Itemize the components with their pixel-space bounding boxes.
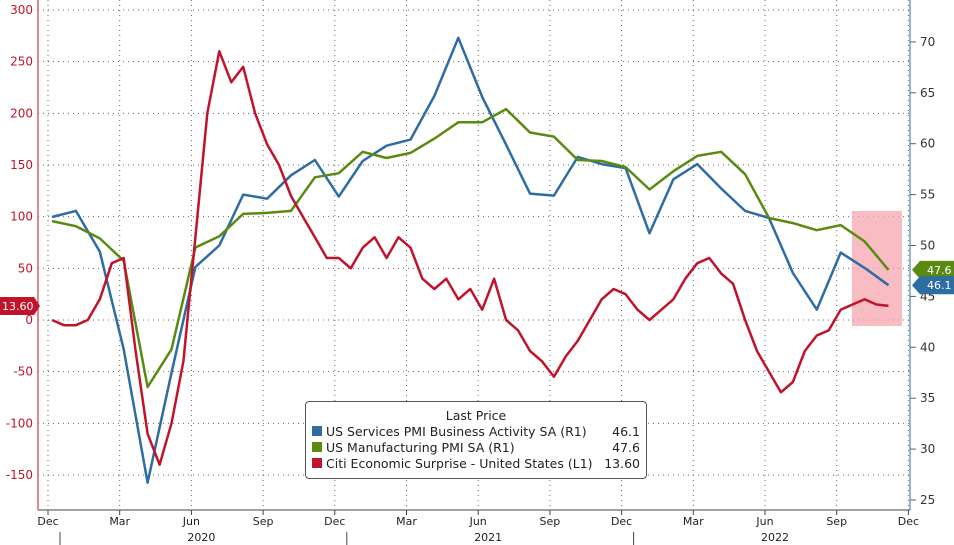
x-year-label: 2021 bbox=[474, 531, 502, 544]
right-tick-label: 40 bbox=[920, 340, 935, 354]
x-tick-label: Sep bbox=[826, 515, 847, 528]
series-line-2 bbox=[51, 50, 889, 466]
left-tick-label: 300 bbox=[10, 3, 33, 17]
last-value-tag-services: 46.1 bbox=[927, 279, 952, 292]
right-tick-label: 55 bbox=[920, 188, 935, 202]
x-tick-label: Dec bbox=[37, 515, 58, 528]
left-tick-label: -50 bbox=[13, 365, 33, 379]
x-tick-label: Jun bbox=[182, 515, 200, 528]
left-tick-label: -150 bbox=[6, 468, 33, 482]
left-tick-label: 100 bbox=[10, 210, 33, 224]
highlight-box bbox=[852, 211, 902, 326]
last-value-tag-citi-bg bbox=[0, 296, 40, 315]
legend-swatch bbox=[312, 426, 322, 436]
right-tick-label: 65 bbox=[920, 86, 935, 100]
right-tick-label: 30 bbox=[920, 442, 935, 456]
x-year-label: 2020 bbox=[187, 531, 215, 544]
right-tick-label: 50 bbox=[920, 239, 935, 253]
left-tick-label: 50 bbox=[18, 261, 33, 275]
x-tick-label: Jun bbox=[755, 515, 773, 528]
x-tick-label: Dec bbox=[324, 515, 345, 528]
left-tick-label: -100 bbox=[6, 416, 33, 430]
right-tick-label: 25 bbox=[920, 493, 935, 507]
legend-label: US Services PMI Business Activity SA (R1… bbox=[326, 423, 587, 439]
x-tick-label: Sep bbox=[540, 515, 561, 528]
legend-entry-manufacturing: US Manufacturing PMI SA (R1) 47.6 bbox=[306, 439, 646, 455]
legend-value: 47.6 bbox=[612, 439, 640, 455]
legend: Last Price US Services PMI Business Acti… bbox=[305, 401, 647, 479]
x-tick-label: Sep bbox=[253, 515, 274, 528]
legend-label: Citi Economic Surprise - United States (… bbox=[326, 455, 593, 471]
x-tick-label: Mar bbox=[396, 515, 417, 528]
legend-label: US Manufacturing PMI SA (R1) bbox=[326, 439, 515, 455]
legend-value: 13.60 bbox=[604, 455, 640, 471]
right-tick-label: 35 bbox=[920, 391, 935, 405]
x-tick-label: Jun bbox=[469, 515, 487, 528]
legend-swatch bbox=[312, 458, 322, 468]
x-year-label: 2022 bbox=[761, 531, 789, 544]
last-value-tag-services-bg bbox=[912, 276, 954, 295]
series-line-1 bbox=[51, 107, 890, 389]
last-value-tag-citi: 13.60 bbox=[2, 300, 34, 313]
legend-value: 46.1 bbox=[612, 423, 640, 439]
x-tick-label: Dec bbox=[611, 515, 632, 528]
left-tick-label: 250 bbox=[10, 55, 33, 69]
legend-entry-citi: Citi Economic Surprise - United States (… bbox=[306, 455, 646, 471]
x-tick-label: Mar bbox=[683, 515, 704, 528]
left-tick-label: 200 bbox=[10, 106, 33, 120]
last-value-tag-manufacturing: 47.6 bbox=[927, 264, 952, 277]
legend-title: Last Price bbox=[445, 408, 507, 423]
left-tick-label: 150 bbox=[10, 158, 33, 172]
legend-entry-services: US Services PMI Business Activity SA (R1… bbox=[306, 423, 646, 439]
right-tick-label: 60 bbox=[920, 137, 935, 151]
legend-swatch bbox=[312, 442, 322, 452]
last-value-tag-manufacturing-bg bbox=[912, 260, 954, 279]
left-tick-label: 0 bbox=[25, 313, 33, 327]
x-tick-label: Mar bbox=[109, 515, 130, 528]
right-tick-label: 70 bbox=[920, 35, 935, 49]
x-tick-label: Dec bbox=[898, 515, 919, 528]
